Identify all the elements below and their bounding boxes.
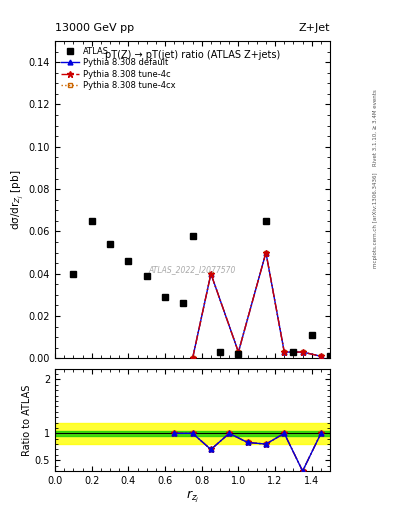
Pythia 8.308 tune-4cx [282, 349, 286, 355]
ATLAS [144, 273, 149, 279]
Line: Pythia 8.308 tune-4cx: Pythia 8.308 tune-4cx [191, 250, 323, 360]
Line: Pythia 8.308 tune-4c: Pythia 8.308 tune-4c [189, 249, 324, 361]
Pythia 8.308 tune-4c [319, 353, 323, 359]
Text: ATLAS_2022_I2077570: ATLAS_2022_I2077570 [149, 265, 236, 274]
Legend: ATLAS, Pythia 8.308 default, Pythia 8.308 tune-4c, Pythia 8.308 tune-4cx: ATLAS, Pythia 8.308 default, Pythia 8.30… [59, 45, 177, 92]
Pythia 8.308 tune-4c [190, 355, 195, 361]
ATLAS [181, 301, 186, 307]
Text: Rivet 3.1.10, ≥ 3.4M events: Rivet 3.1.10, ≥ 3.4M events [373, 90, 378, 166]
Pythia 8.308 default [264, 249, 268, 255]
Pythia 8.308 tune-4cx [264, 249, 268, 255]
Y-axis label: dσ/dr$_{Z_j}$ [pb]: dσ/dr$_{Z_j}$ [pb] [10, 169, 26, 230]
ATLAS [291, 349, 296, 355]
ATLAS [108, 241, 112, 247]
Text: pT(Z) → pT(jet) ratio (ATLAS Z+jets): pT(Z) → pT(jet) ratio (ATLAS Z+jets) [105, 51, 280, 60]
Text: mcplots.cern.ch [arXiv:1306.3436]: mcplots.cern.ch [arXiv:1306.3436] [373, 173, 378, 268]
Text: 13000 GeV pp: 13000 GeV pp [55, 23, 134, 33]
Pythia 8.308 tune-4cx [209, 271, 213, 277]
ATLAS [163, 294, 167, 300]
Pythia 8.308 tune-4c [209, 271, 213, 277]
Pythia 8.308 tune-4c [264, 249, 268, 255]
ATLAS [218, 349, 222, 355]
Pythia 8.308 tune-4cx [300, 349, 305, 355]
Pythia 8.308 tune-4c [282, 349, 286, 355]
ATLAS [236, 351, 241, 357]
X-axis label: $r_{z_j}$: $r_{z_j}$ [186, 488, 199, 505]
ATLAS [71, 271, 76, 277]
ATLAS [264, 218, 268, 224]
Pythia 8.308 tune-4cx [190, 355, 195, 361]
Pythia 8.308 default [209, 271, 213, 277]
ATLAS [190, 232, 195, 239]
Pythia 8.308 tune-4cx [319, 353, 323, 359]
ATLAS [89, 218, 94, 224]
Pythia 8.308 default [190, 355, 195, 361]
ATLAS [328, 353, 332, 359]
Text: Z+Jet: Z+Jet [299, 23, 330, 33]
ATLAS [309, 332, 314, 338]
Pythia 8.308 tune-4cx [236, 349, 241, 355]
Pythia 8.308 default [319, 353, 323, 359]
Pythia 8.308 default [282, 349, 286, 355]
Line: ATLAS: ATLAS [70, 218, 333, 359]
ATLAS [126, 258, 131, 264]
Pythia 8.308 default [236, 349, 241, 355]
Y-axis label: Ratio to ATLAS: Ratio to ATLAS [22, 384, 32, 456]
Pythia 8.308 tune-4c [236, 349, 241, 355]
Bar [55, 422, 330, 444]
Line: Pythia 8.308 default: Pythia 8.308 default [190, 250, 323, 361]
Bar [55, 431, 330, 436]
Pythia 8.308 tune-4c [300, 349, 305, 355]
Pythia 8.308 default [300, 349, 305, 355]
